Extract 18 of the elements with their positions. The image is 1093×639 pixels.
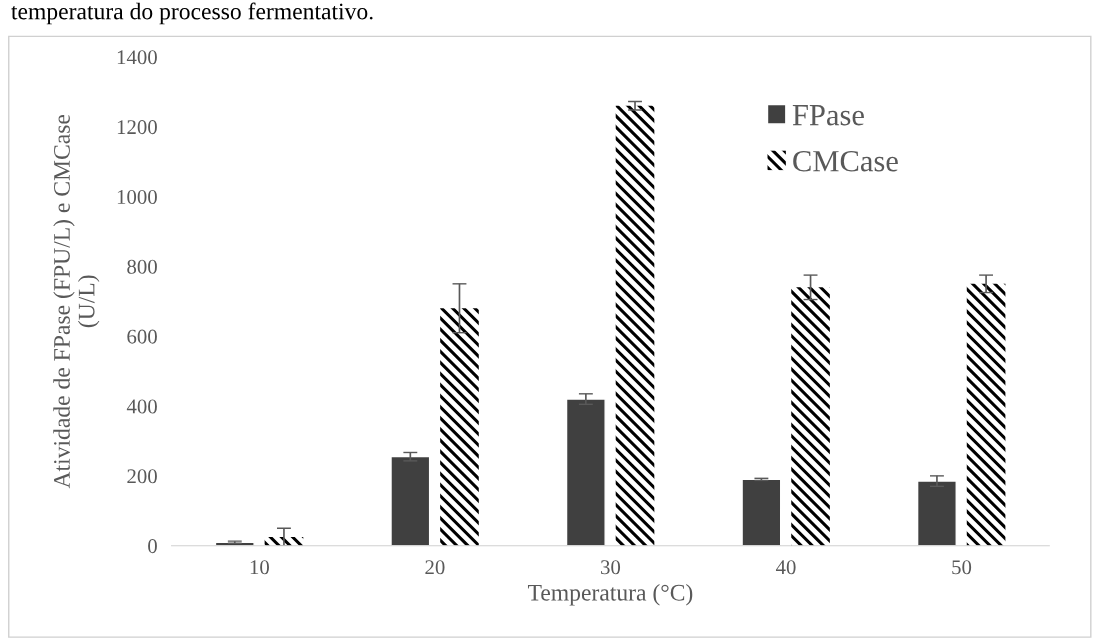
y-tick-label: 800 <box>127 259 157 274</box>
x-tick-label: 20 <box>425 560 445 575</box>
x-axis-title: Temperatura (°C) <box>527 584 693 606</box>
y-tick-label: 400 <box>126 399 157 414</box>
y-tick-label: 1200 <box>117 120 157 135</box>
y-tick-label: 200 <box>127 469 157 484</box>
x-tick-label: 40 <box>775 560 796 575</box>
y-tick-label: 600 <box>127 329 157 344</box>
legend-label: FPase <box>792 105 864 126</box>
y-tick-label: 0 <box>148 539 157 554</box>
y-tick-label: 1000 <box>117 189 157 204</box>
x-tick-label: 10 <box>250 560 269 575</box>
y-axis-title: Atividade de FPase (FPU/L) e CMCase (U/L) <box>53 114 100 489</box>
x-tick-label: 30 <box>601 560 621 575</box>
y-tick-label: 1400 <box>117 50 157 65</box>
x-tick-label: 50 <box>952 560 972 575</box>
text: temperatura do processo fermentativo. <box>11 2 373 25</box>
legend-label: CMCase <box>793 150 898 172</box>
